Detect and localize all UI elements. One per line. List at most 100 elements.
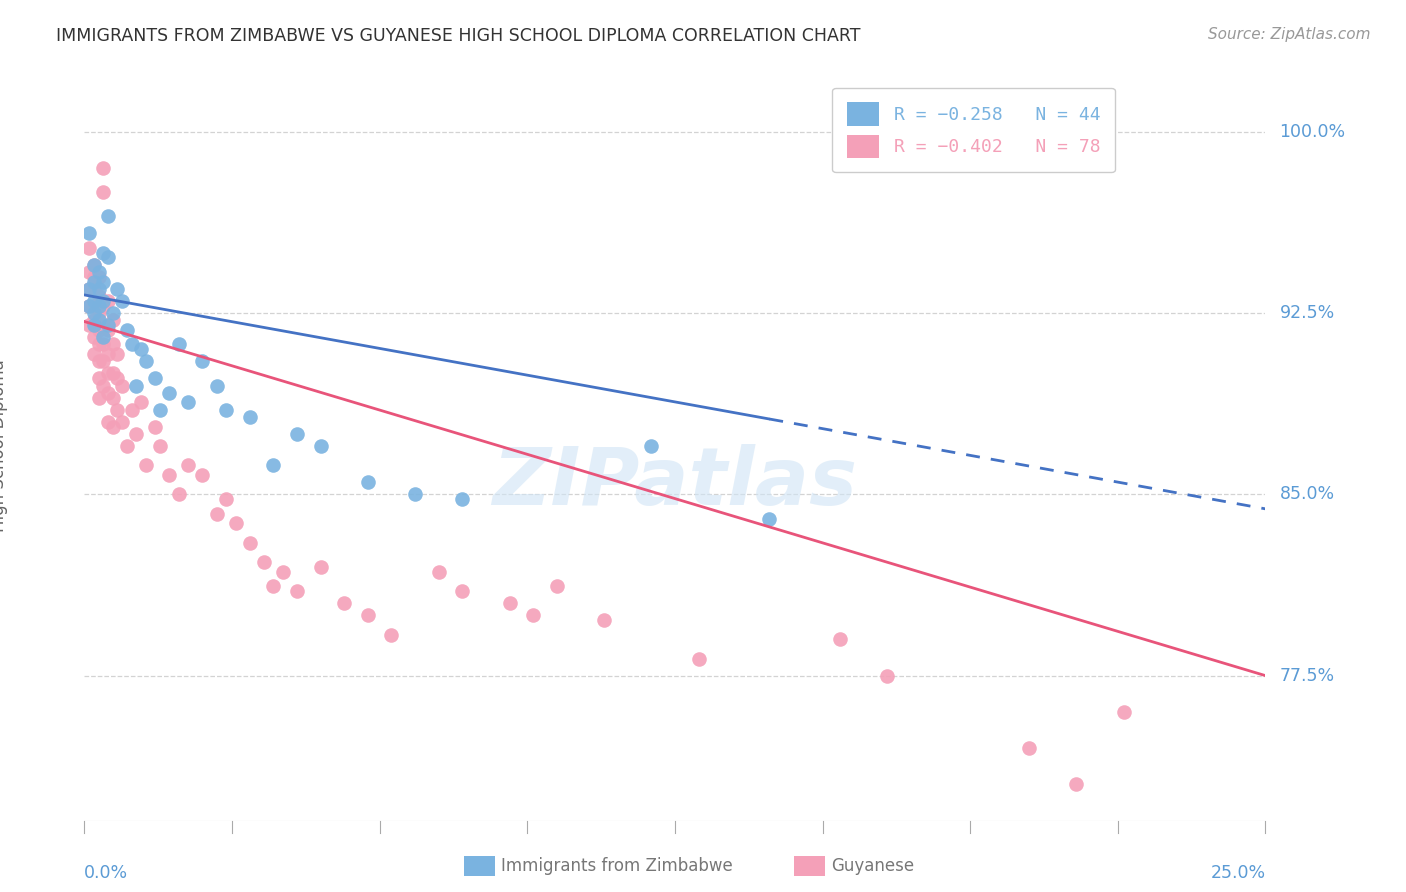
Point <box>111 415 134 429</box>
Point <box>522 608 544 623</box>
Point <box>1066 777 1088 791</box>
Point <box>87 371 110 385</box>
Point <box>157 468 180 483</box>
Point <box>87 337 110 351</box>
Point <box>149 402 172 417</box>
Point <box>91 299 114 313</box>
Point <box>143 371 166 385</box>
Point <box>91 161 114 175</box>
Point <box>101 419 124 434</box>
Point <box>83 275 105 289</box>
Point <box>135 458 157 473</box>
Point <box>115 323 138 337</box>
Text: 85.0%: 85.0% <box>1279 485 1334 503</box>
Point <box>205 507 228 521</box>
Point <box>107 347 129 361</box>
Text: 100.0%: 100.0% <box>1279 123 1346 141</box>
Point <box>177 458 200 473</box>
Point <box>1018 741 1040 756</box>
Point <box>451 584 474 599</box>
Point <box>87 306 110 320</box>
Point <box>157 385 180 400</box>
Point <box>83 313 105 327</box>
Point <box>149 439 172 453</box>
Point <box>87 323 110 337</box>
Text: Immigrants from Zimbabwe: Immigrants from Zimbabwe <box>501 857 733 875</box>
Point <box>77 282 100 296</box>
Point <box>83 330 105 344</box>
Point <box>167 487 190 501</box>
Point <box>205 378 228 392</box>
Point <box>380 627 402 641</box>
Point <box>129 343 152 357</box>
Point <box>87 313 110 327</box>
Point <box>101 313 124 327</box>
Point <box>91 330 114 344</box>
Point <box>83 269 105 284</box>
Point <box>87 265 110 279</box>
Point <box>77 318 100 333</box>
Point <box>83 258 105 272</box>
Point <box>830 632 852 647</box>
Point <box>83 293 105 308</box>
Point <box>333 596 356 610</box>
Point <box>101 367 124 381</box>
Point <box>404 487 426 501</box>
Point <box>91 293 114 308</box>
Point <box>309 559 332 574</box>
Point <box>111 378 134 392</box>
Point <box>177 395 200 409</box>
Text: 0.0%: 0.0% <box>84 864 128 882</box>
Point <box>121 402 143 417</box>
Point <box>1112 705 1135 719</box>
Point <box>191 354 214 368</box>
Point <box>87 354 110 368</box>
Text: ZIPatlas: ZIPatlas <box>492 444 858 523</box>
Point <box>285 426 308 441</box>
Point <box>239 535 262 549</box>
Point <box>101 337 124 351</box>
Point <box>357 608 380 623</box>
Point <box>357 475 380 490</box>
Point <box>87 269 110 284</box>
Point <box>239 409 262 424</box>
Point <box>97 367 120 381</box>
Point <box>97 251 120 265</box>
Point <box>688 651 710 665</box>
Point <box>83 258 105 272</box>
Point <box>77 299 100 313</box>
Point <box>87 299 110 313</box>
Point <box>215 402 238 417</box>
Point <box>91 318 114 333</box>
Point <box>77 265 100 279</box>
Point <box>91 378 114 392</box>
Point <box>143 419 166 434</box>
Point <box>111 293 134 308</box>
Point <box>91 337 114 351</box>
Point <box>97 323 120 337</box>
Point <box>285 584 308 599</box>
Point <box>87 289 110 303</box>
Point <box>107 371 129 385</box>
Point <box>451 492 474 507</box>
Point <box>97 318 120 333</box>
Point <box>215 492 238 507</box>
Point <box>121 337 143 351</box>
Point <box>107 402 129 417</box>
Point <box>253 555 276 569</box>
Point <box>876 668 898 682</box>
Point <box>498 596 520 610</box>
Point <box>129 395 152 409</box>
Point <box>87 282 110 296</box>
Point <box>125 378 148 392</box>
Text: Guyanese: Guyanese <box>831 857 914 875</box>
Point <box>97 293 120 308</box>
Point <box>77 241 100 255</box>
Legend: R = −0.258   N = 44, R = −0.402   N = 78: R = −0.258 N = 44, R = −0.402 N = 78 <box>832 88 1115 172</box>
Point <box>83 318 105 333</box>
Point <box>91 185 114 199</box>
Text: 92.5%: 92.5% <box>1279 304 1334 322</box>
Text: 25.0%: 25.0% <box>1211 864 1265 882</box>
Text: Source: ZipAtlas.com: Source: ZipAtlas.com <box>1208 27 1371 42</box>
Point <box>77 282 100 296</box>
